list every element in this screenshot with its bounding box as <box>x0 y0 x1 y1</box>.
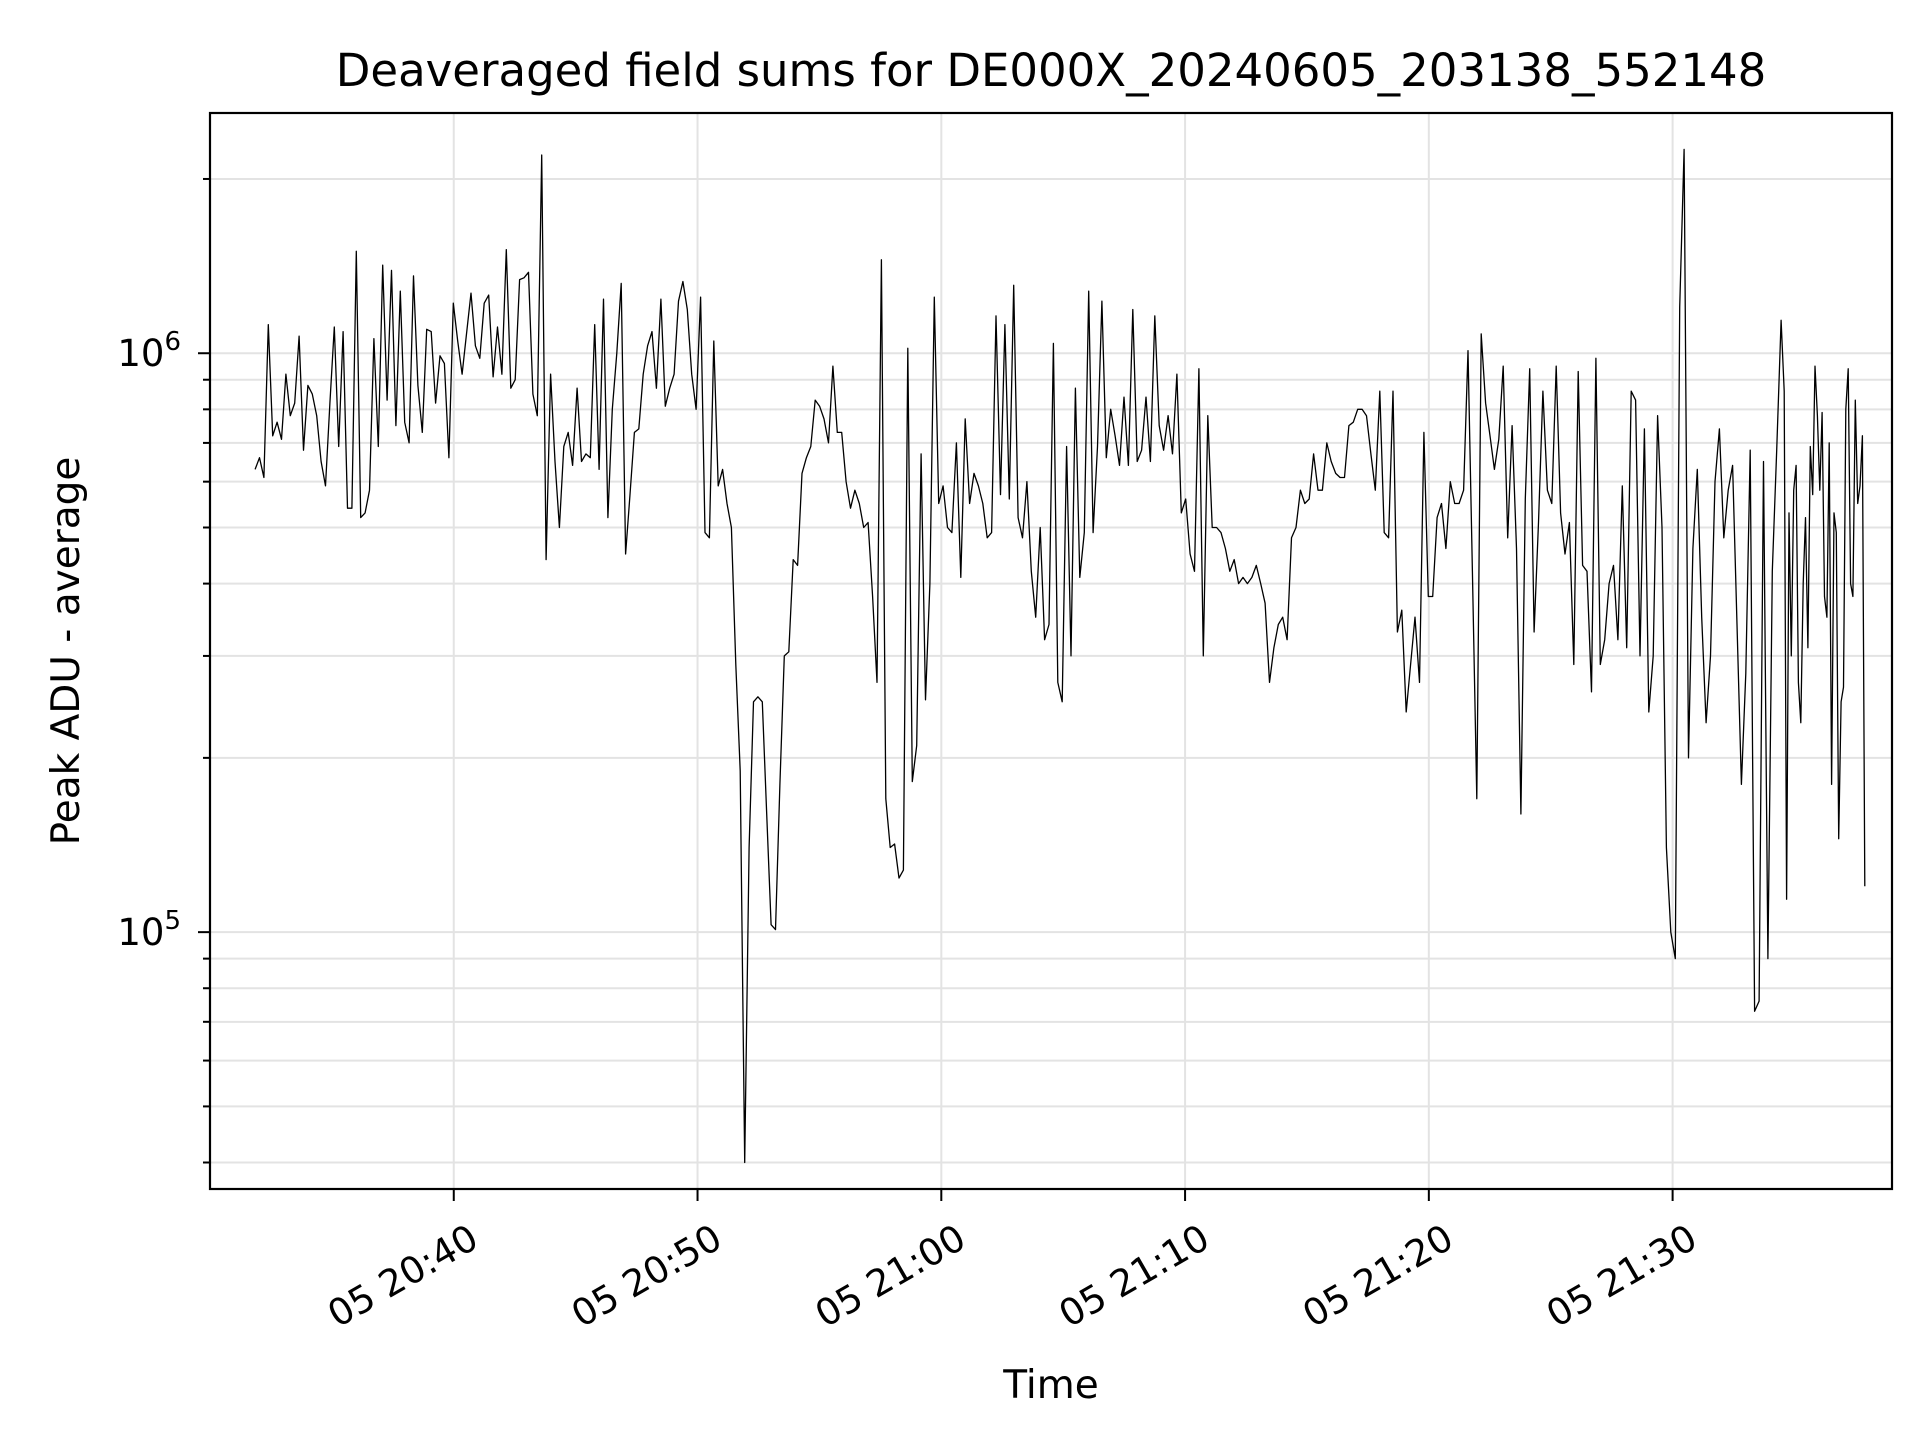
y-tick-label: 105 <box>117 906 181 954</box>
y-tick-label: 106 <box>117 327 181 375</box>
chart-title: Deaveraged field sums for DE000X_2024060… <box>336 44 1766 97</box>
x-axis-label: Time <box>1002 1363 1098 1408</box>
grid <box>210 113 1892 1189</box>
data-series <box>254 148 1866 1164</box>
y-axis-label: Peak ADU - average <box>44 457 89 846</box>
series-line <box>254 148 1866 1164</box>
plot-area-frame <box>208 111 1894 1191</box>
